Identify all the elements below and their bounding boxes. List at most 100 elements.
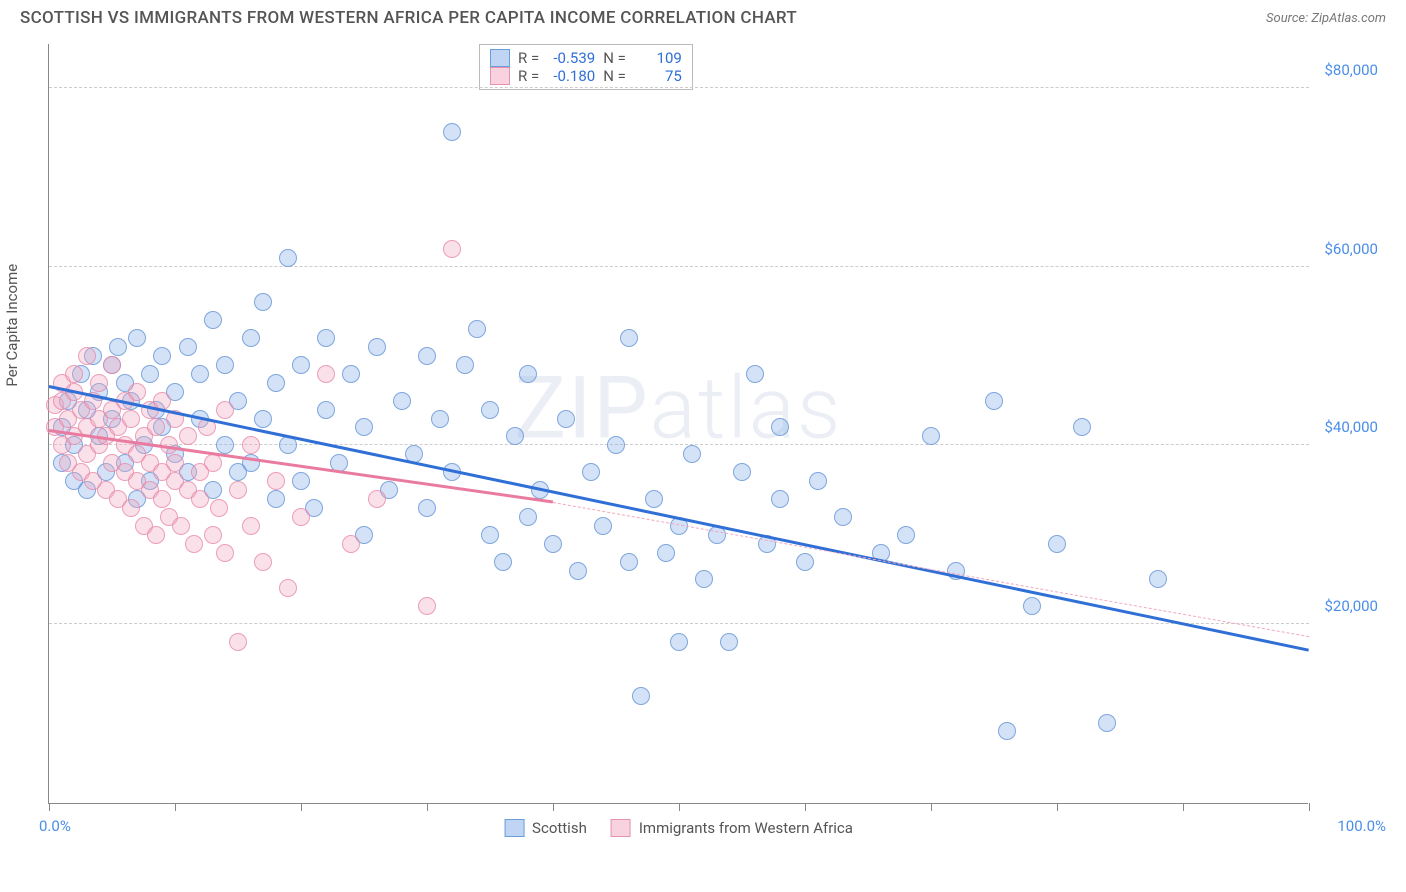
y-tick-label: $40,000 bbox=[1324, 418, 1378, 436]
r-value-scottish: -0.539 bbox=[547, 49, 595, 67]
data-point bbox=[204, 526, 222, 544]
legend-item-africa: Immigrants from Western Africa bbox=[611, 819, 853, 837]
legend-row-africa: R = -0.180 N = 75 bbox=[490, 67, 682, 85]
legend-label-scottish: Scottish bbox=[532, 819, 587, 837]
data-point bbox=[179, 338, 197, 356]
x-tick bbox=[301, 803, 302, 811]
data-point bbox=[519, 365, 537, 383]
data-point bbox=[179, 427, 197, 445]
source-label: Source: ZipAtlas.com bbox=[1266, 11, 1386, 26]
data-point bbox=[985, 392, 1003, 410]
data-point bbox=[670, 633, 688, 651]
data-point bbox=[418, 347, 436, 365]
trend-line bbox=[553, 502, 1309, 637]
data-point bbox=[594, 517, 612, 535]
data-point bbox=[216, 401, 234, 419]
y-tick-label: $20,000 bbox=[1324, 597, 1378, 615]
data-point bbox=[443, 123, 461, 141]
chart-title: SCOTTISH VS IMMIGRANTS FROM WESTERN AFRI… bbox=[20, 8, 797, 28]
y-tick-label: $80,000 bbox=[1324, 61, 1378, 79]
data-point bbox=[998, 722, 1016, 740]
data-point bbox=[355, 418, 373, 436]
data-point bbox=[620, 329, 638, 347]
x-max-label: 100.0% bbox=[1337, 817, 1386, 835]
trend-line bbox=[49, 385, 1309, 651]
r-value-africa: -0.180 bbox=[547, 67, 595, 85]
data-point bbox=[720, 633, 738, 651]
n-value-africa: 75 bbox=[634, 67, 682, 85]
data-point bbox=[128, 329, 146, 347]
data-point bbox=[153, 490, 171, 508]
data-point bbox=[109, 338, 127, 356]
data-point bbox=[557, 410, 575, 428]
data-point bbox=[418, 597, 436, 615]
data-point bbox=[809, 472, 827, 490]
data-point bbox=[166, 454, 184, 472]
data-point bbox=[657, 544, 675, 562]
data-point bbox=[147, 526, 165, 544]
chart-header: SCOTTISH VS IMMIGRANTS FROM WESTERN AFRI… bbox=[0, 0, 1406, 32]
legend-row-scottish: R = -0.539 N = 109 bbox=[490, 49, 682, 67]
data-point bbox=[368, 338, 386, 356]
data-point bbox=[128, 383, 146, 401]
data-point bbox=[153, 347, 171, 365]
data-point bbox=[607, 436, 625, 454]
y-axis-title: Per Capita Income bbox=[3, 264, 21, 387]
data-point bbox=[254, 553, 272, 571]
data-point bbox=[1098, 714, 1116, 732]
data-point bbox=[292, 472, 310, 490]
grid-line bbox=[49, 444, 1309, 445]
data-point bbox=[242, 517, 260, 535]
data-point bbox=[897, 526, 915, 544]
data-point bbox=[204, 311, 222, 329]
x-min-label: 0.0% bbox=[39, 817, 71, 835]
data-point bbox=[695, 570, 713, 588]
data-point bbox=[481, 526, 499, 544]
data-point bbox=[834, 508, 852, 526]
data-point bbox=[122, 499, 140, 517]
data-point bbox=[645, 490, 663, 508]
data-point bbox=[216, 356, 234, 374]
data-point bbox=[229, 633, 247, 651]
data-point bbox=[65, 365, 83, 383]
data-point bbox=[506, 427, 524, 445]
data-point bbox=[443, 240, 461, 258]
data-point bbox=[204, 454, 222, 472]
data-point bbox=[544, 535, 562, 553]
swatch-scottish-icon bbox=[490, 49, 510, 67]
data-point bbox=[620, 553, 638, 571]
r-label: R = bbox=[518, 49, 539, 67]
data-point bbox=[210, 499, 228, 517]
data-point bbox=[122, 410, 140, 428]
data-point bbox=[342, 365, 360, 383]
data-point bbox=[103, 356, 121, 374]
x-tick bbox=[679, 803, 680, 811]
y-tick-label: $60,000 bbox=[1324, 240, 1378, 258]
data-point bbox=[796, 553, 814, 571]
data-point bbox=[292, 508, 310, 526]
swatch-africa-icon bbox=[611, 819, 631, 837]
x-tick bbox=[49, 803, 50, 811]
x-tick bbox=[1057, 803, 1058, 811]
data-point bbox=[216, 436, 234, 454]
data-point bbox=[632, 687, 650, 705]
data-point bbox=[317, 365, 335, 383]
x-tick bbox=[805, 803, 806, 811]
r-label: R = bbox=[518, 67, 539, 85]
data-point bbox=[279, 579, 297, 597]
data-point bbox=[418, 499, 436, 517]
data-point bbox=[746, 365, 764, 383]
x-tick bbox=[553, 803, 554, 811]
x-tick bbox=[1309, 803, 1310, 811]
data-point bbox=[1048, 535, 1066, 553]
legend-item-scottish: Scottish bbox=[504, 819, 587, 837]
data-point bbox=[254, 293, 272, 311]
data-point bbox=[519, 508, 537, 526]
grid-line bbox=[49, 623, 1309, 624]
data-point bbox=[191, 365, 209, 383]
data-point bbox=[267, 490, 285, 508]
plot-area: ZIPatlas R = -0.539 N = 109 R = -0.180 N… bbox=[48, 44, 1308, 804]
data-point bbox=[267, 374, 285, 392]
data-point bbox=[368, 490, 386, 508]
data-point bbox=[683, 445, 701, 463]
